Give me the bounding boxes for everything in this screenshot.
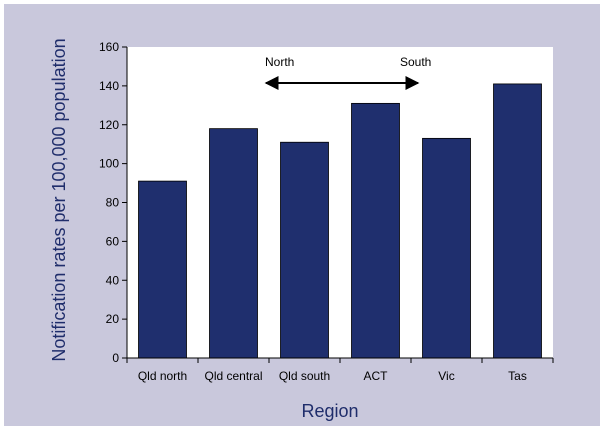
x-tick-label: Qld north — [138, 369, 187, 383]
x-tick-label: Tas — [508, 369, 527, 383]
bar-qld-central — [209, 128, 258, 359]
y-tick-label: 120 — [99, 118, 119, 132]
x-axis-title: Region — [301, 401, 358, 421]
y-tick-label: 100 — [99, 157, 119, 171]
x-tick-label: ACT — [364, 369, 389, 383]
y-tick-label: 140 — [99, 79, 119, 93]
bar-act — [351, 102, 400, 359]
y-tick-label: 60 — [106, 234, 120, 248]
y-tick-label: 160 — [99, 40, 119, 54]
y-tick-label: 80 — [106, 196, 120, 210]
x-tick-label: Qld south — [279, 369, 330, 383]
bar-qld-north — [138, 180, 187, 359]
bar-qld-south — [280, 141, 329, 359]
y-tick-label: 0 — [112, 351, 119, 365]
x-tick-label: Qld central — [204, 369, 262, 383]
annotation-south: South — [400, 55, 431, 69]
y-tick-label: 20 — [106, 312, 120, 326]
x-tick-label: Vic — [438, 369, 454, 383]
y-ticks-group: 0 20 40 60 80 100 120 140 160 — [99, 40, 127, 365]
plot-area — [127, 47, 553, 358]
bars-group — [138, 83, 542, 359]
bar-tas — [493, 83, 542, 359]
y-axis-title: Notification rates per 100,000 populatio… — [49, 38, 69, 361]
bar-vic — [422, 137, 471, 359]
x-ticks-group: Qld north Qld central Qld south ACT Vic Tas — [126, 358, 554, 383]
annotation-north: North — [265, 55, 294, 69]
y-tick-label: 40 — [106, 273, 120, 287]
